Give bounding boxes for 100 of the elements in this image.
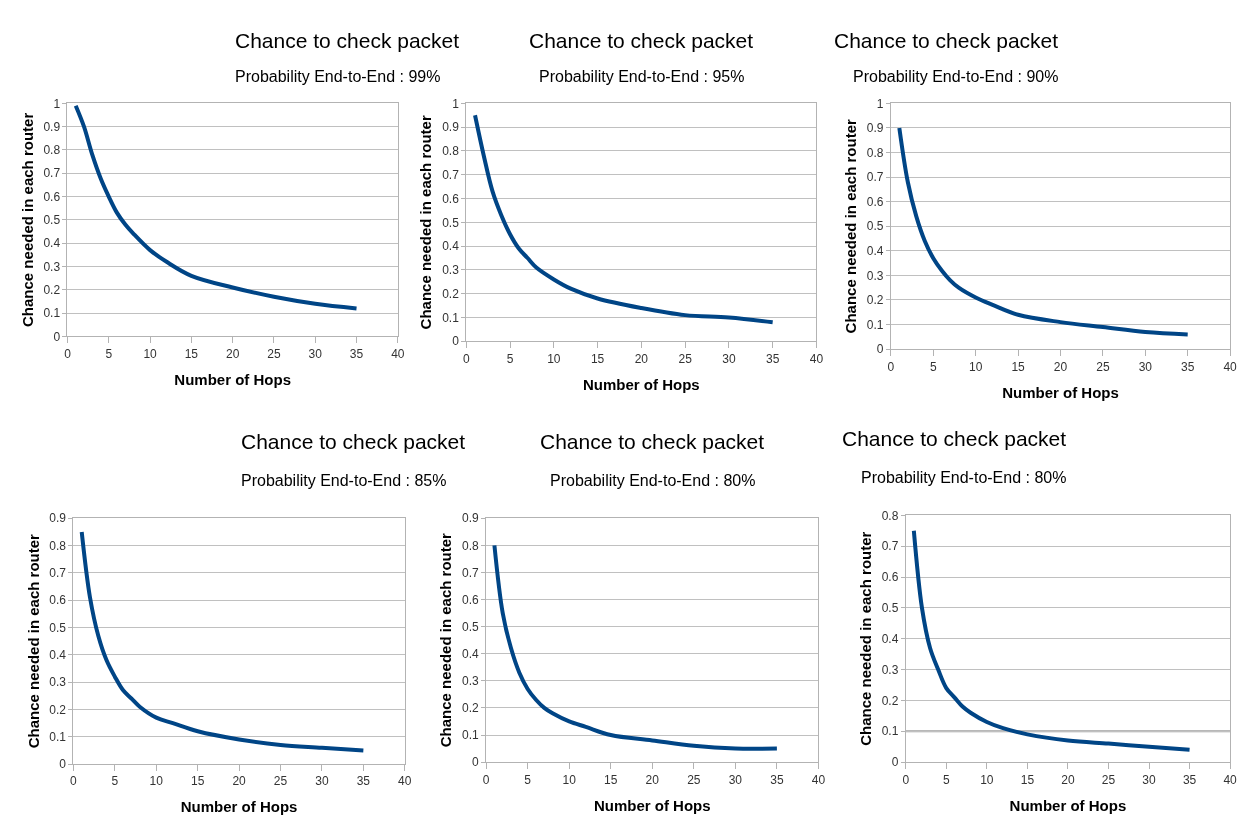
x-tick-label: 10 <box>980 772 994 787</box>
x-tick-label: 5 <box>105 346 113 361</box>
y-tick-label: 0.7 <box>49 566 67 581</box>
x-tick-label: 10 <box>562 772 577 787</box>
x-tick-label: 30 <box>308 346 323 361</box>
y-tick-label: 0.8 <box>43 143 61 158</box>
y-tick-label: 0.9 <box>462 511 480 526</box>
x-axis-title: Number of Hops <box>174 370 291 388</box>
x-tick-label: 35 <box>1181 359 1195 374</box>
y-tick-label: 0.6 <box>49 593 67 608</box>
x-tick-label: 25 <box>687 772 701 787</box>
x-tick-label: 15 <box>1011 359 1026 374</box>
y-tick-label: 0.1 <box>866 317 884 332</box>
y-tick-label: 0.2 <box>49 702 67 717</box>
x-tick-label: 30 <box>1142 772 1157 787</box>
y-tick-label: 0.6 <box>462 592 480 607</box>
chart-subtitle: Probability End-to-End : 90% <box>853 68 1059 85</box>
x-tick-label: 15 <box>191 774 205 789</box>
x-tick-label: 10 <box>547 351 561 366</box>
y-tick-label: 0 <box>891 755 899 770</box>
x-tick-label: 20 <box>232 774 247 789</box>
chart-title: Chance to check packet <box>241 430 466 453</box>
y-tick-label: 0.5 <box>43 213 61 228</box>
y-tick-label: 0.6 <box>881 570 899 585</box>
y-tick-label: 0.3 <box>49 675 67 690</box>
x-tick-label: 35 <box>349 346 364 361</box>
x-tick-label: 10 <box>143 346 158 361</box>
y-tick-label: 0 <box>452 334 460 349</box>
y-tick-label: 0 <box>53 329 61 344</box>
x-tick-label: 35 <box>770 772 784 787</box>
chart-subtitle: Probability End-to-End : 80% <box>861 469 1067 486</box>
x-tick-label: 25 <box>267 346 281 361</box>
x-tick-label: 25 <box>1101 772 1116 787</box>
x-tick-label: 5 <box>506 351 514 366</box>
x-tick-label: 30 <box>722 351 736 366</box>
y-tick-label: 0.9 <box>442 120 460 135</box>
x-axis-title: Number of Hops <box>180 798 298 816</box>
y-tick-label: 0.2 <box>442 286 460 301</box>
y-tick-label: 0.7 <box>866 170 884 185</box>
y-tick-label: 0.8 <box>49 538 67 553</box>
x-tick-label: 40 <box>811 772 826 787</box>
x-tick-label: 0 <box>902 772 910 787</box>
y-tick-label: 0.2 <box>462 701 480 716</box>
x-tick-label: 40 <box>809 351 824 366</box>
x-tick-label: 20 <box>634 351 649 366</box>
y-tick-label: 0.1 <box>442 310 460 325</box>
x-tick-label: 5 <box>524 772 532 787</box>
y-tick-label: 0.8 <box>462 538 480 553</box>
y-tick-label: 0.5 <box>49 620 67 635</box>
chart-title: Chance to check packet <box>834 29 1059 52</box>
x-tick-label: 10 <box>149 774 164 789</box>
y-tick-label: 0.5 <box>442 215 460 230</box>
y-tick-label: 0.2 <box>866 293 884 308</box>
y-tick-label: 0 <box>472 755 480 770</box>
x-tick-label: 15 <box>590 351 605 366</box>
y-tick-label: 0.7 <box>881 539 899 554</box>
y-tick-label: 0.5 <box>866 219 884 234</box>
x-tick-label: 20 <box>1053 359 1068 374</box>
line-series <box>492 543 779 751</box>
x-tick-label: 20 <box>645 772 660 787</box>
line-series <box>473 113 775 325</box>
x-tick-label: 15 <box>184 346 199 361</box>
chart-title: Chance to check packet <box>842 427 1067 450</box>
x-tick-label: 5 <box>111 774 119 789</box>
x-axis-title: Number of Hops <box>583 375 700 393</box>
y-tick-label: 0.7 <box>43 166 61 181</box>
y-axis-title: Chance needed in each router <box>842 118 860 334</box>
x-tick-label: 30 <box>315 774 329 789</box>
chart-subtitle: Probability End-to-End : 95% <box>539 68 745 85</box>
x-tick-label: 0 <box>482 772 490 787</box>
x-tick-label: 25 <box>678 351 693 366</box>
y-tick-label: 0.4 <box>49 648 67 663</box>
x-tick-label: 35 <box>356 774 371 789</box>
y-axis-title: Chance needed in each router <box>437 532 455 748</box>
y-axis-title: Chance needed in each router <box>18 112 36 327</box>
line-series <box>73 103 359 311</box>
chart-title: Chance to check packet <box>540 430 765 453</box>
y-tick-label: 0.3 <box>881 662 899 677</box>
y-tick-label: 0.9 <box>43 119 61 134</box>
line-series <box>79 529 366 753</box>
y-tick-label: 1 <box>452 96 460 111</box>
y-tick-label: 0 <box>59 757 67 772</box>
y-tick-label: 0.8 <box>866 145 884 160</box>
y-tick-label: 0.4 <box>866 244 884 259</box>
x-tick-label: 5 <box>942 772 950 787</box>
y-tick-label: 0.3 <box>442 263 460 278</box>
x-axis-title: Number of Hops <box>1009 796 1127 814</box>
x-tick-label: 40 <box>398 774 412 789</box>
x-axis-title: Number of Hops <box>593 796 711 814</box>
y-tick-label: 1 <box>876 96 884 111</box>
y-tick-label: 0.4 <box>43 236 61 251</box>
y-tick-label: 0.2 <box>43 282 61 297</box>
line-series <box>911 528 1192 752</box>
x-tick-label: 20 <box>225 346 240 361</box>
y-axis-title: Chance needed in each router <box>24 533 42 749</box>
y-tick-label: 0.9 <box>866 121 884 136</box>
y-tick-label: 0.7 <box>462 565 480 580</box>
y-tick-label: 0.2 <box>881 693 899 708</box>
y-tick-label: 0.4 <box>881 631 899 646</box>
y-tick-label: 0.4 <box>462 646 480 661</box>
